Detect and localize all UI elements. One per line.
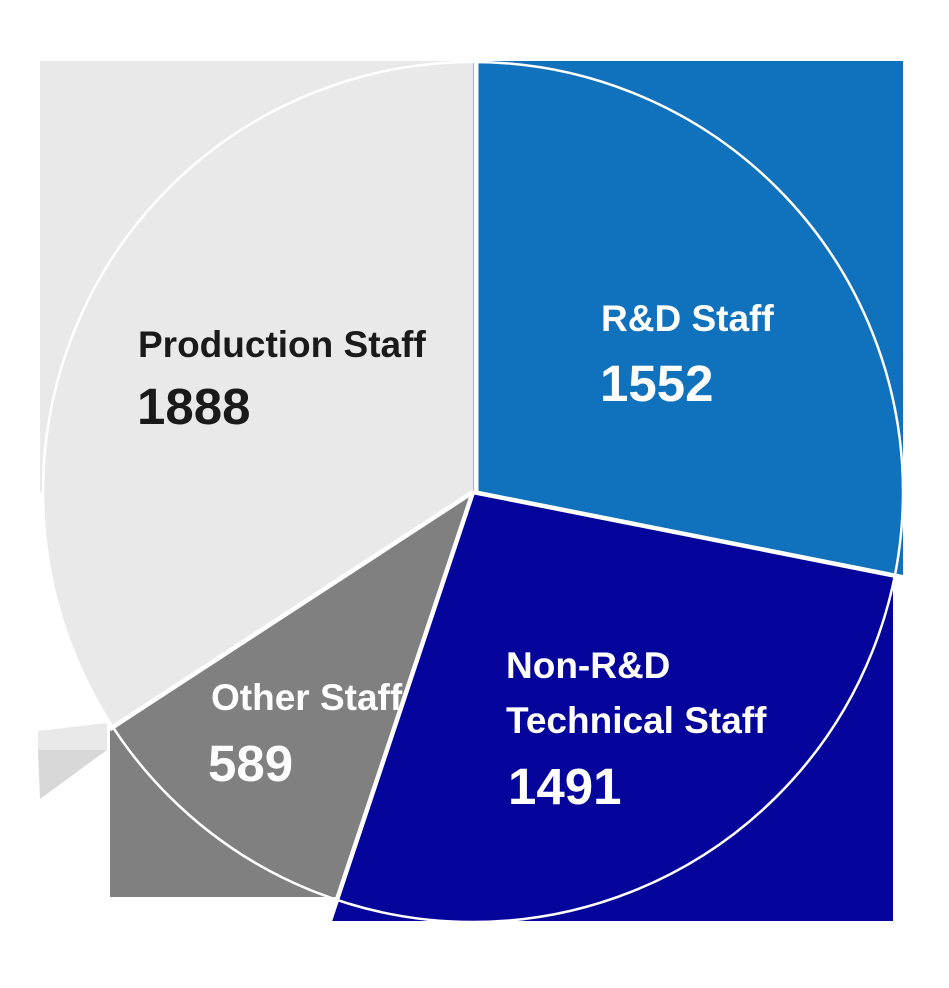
slice-r-d-staff (473, 61, 903, 578)
slice-shadow-triangle (38, 750, 107, 799)
slice-label-rd-staff: R&D Staff (601, 298, 774, 339)
slice-value-other-staff: 589 (208, 735, 293, 792)
slice-other-staff (110, 492, 473, 897)
slice-value-production-staff: 1888 (137, 378, 250, 435)
slices-layer (38, 61, 903, 921)
slice-label-non-rd-line2: Technical Staff (506, 700, 767, 741)
separator-ray-3 (108, 490, 475, 732)
labels-layer: R&D Staff 1552 Non-R&D Technical Staff 1… (137, 298, 774, 815)
slice-value-non-rd: 1491 (508, 758, 621, 815)
separator-ray-1 (472, 489, 920, 583)
slice-value-rd-staff: 1552 (600, 355, 713, 412)
slice-label-production-staff: Production Staff (138, 324, 426, 365)
slice-non-r-d-technical-staff (329, 492, 893, 921)
slice-label-non-rd-line1: Non-R&D (506, 645, 670, 686)
slice-production-staff-tail (38, 723, 107, 750)
slice-label-other-staff: Other Staff (211, 677, 403, 718)
pie-circle-outline (41, 60, 905, 924)
separators-layer (108, 61, 920, 925)
separator-ray-2 (326, 491, 476, 925)
